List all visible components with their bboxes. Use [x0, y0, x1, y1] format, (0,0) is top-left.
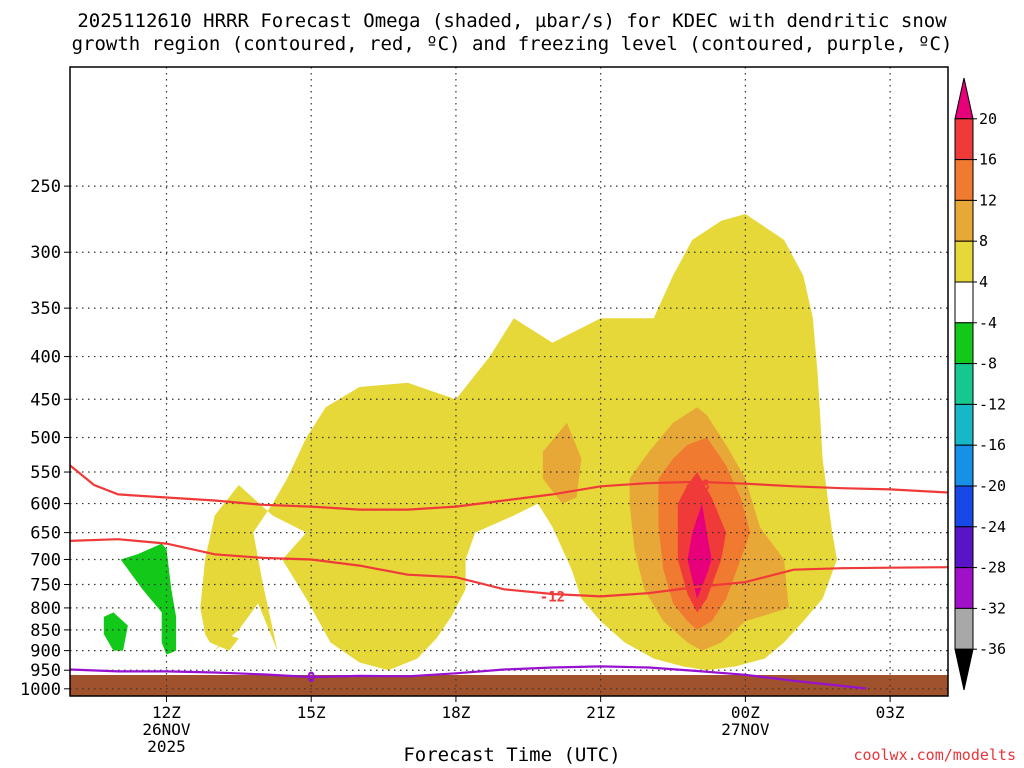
colorbar-swatch	[954, 118, 974, 161]
colorbar-swatch	[954, 485, 974, 528]
colorbar-swatch	[954, 607, 974, 650]
ground-surface	[70, 675, 948, 696]
omega-region-4-to-8	[209, 634, 239, 651]
y-tick-label-300: 300	[30, 243, 61, 263]
y-tick-label-250: 250	[30, 177, 61, 197]
snow-growth-contour-12-label: -12	[540, 589, 565, 605]
colorbar-swatch	[954, 403, 974, 446]
colorbar-swatch	[954, 281, 974, 324]
omega-region-8-to-12	[542, 422, 582, 504]
colorbar-label--20: -20	[979, 477, 1006, 495]
colorbar-label-16: 16	[979, 151, 997, 169]
snow-growth-contour-12-line	[69, 538, 949, 598]
colorbar-top-arrow	[954, 77, 974, 120]
omega-region--8-to-4	[103, 612, 128, 651]
y-tick-label-450: 450	[30, 390, 61, 410]
colorbar-swatch	[954, 526, 974, 569]
freezing-level-contour-label: 0	[307, 670, 315, 686]
colorbar-label--32: -32	[979, 599, 1006, 617]
y-tick-label-600: 600	[30, 495, 61, 515]
colorbar-bottom-arrow	[954, 648, 974, 691]
y-tick-label-900: 900	[30, 642, 61, 662]
y-tick-label-650: 650	[30, 524, 61, 544]
colorbar-swatch	[954, 240, 974, 283]
x-tick-label-03Z: 03Z	[876, 703, 905, 722]
omega-region--8-to-4	[120, 543, 177, 655]
colorbar-label--16: -16	[979, 436, 1006, 454]
y-tick-label-850: 850	[30, 621, 61, 641]
x-tick-label-00Z: 00Z	[731, 703, 760, 722]
pressure-axis: 2503003504004505005506006507007508008509…	[20, 177, 70, 700]
omega-shading	[103, 214, 838, 671]
y-tick-label-500: 500	[30, 428, 61, 448]
colorbar-label-12: 12	[979, 191, 997, 209]
colorbar-label--12: -12	[979, 395, 1006, 413]
y-tick-label-350: 350	[30, 299, 61, 319]
chart-title-line-2: growth region (contoured, red, ºC) and f…	[71, 33, 953, 55]
omega-region--20	[687, 503, 712, 599]
y-tick-label-700: 700	[30, 550, 61, 570]
x-axis-label: Forecast Time (UTC)	[403, 744, 621, 766]
chart-title-line-1: 2025112610 HRRR Forecast Omega (shaded, …	[77, 10, 947, 32]
colorbar-swatch	[954, 444, 974, 487]
x-date-label-26NOV: 26NOV	[142, 720, 191, 739]
colorbar-label--36: -36	[979, 640, 1006, 658]
colorbar-swatch	[954, 159, 974, 201]
x-year-label-2025: 2025	[147, 737, 186, 756]
y-tick-label-950: 950	[30, 661, 61, 681]
freezing-level-contour-line	[69, 665, 867, 690]
snow-growth-contour-18-label: -18	[684, 478, 709, 494]
x-tick-label-21Z: 21Z	[586, 703, 615, 722]
colorbar-swatch	[954, 199, 974, 242]
snow-growth-contour-18-line	[69, 464, 949, 511]
plot-frame	[69, 66, 949, 697]
y-tick-label-750: 750	[30, 576, 61, 596]
colorbar-swatch	[954, 322, 974, 365]
colorbar-label--28: -28	[979, 559, 1006, 577]
x-date-label-27NOV: 27NOV	[721, 720, 770, 739]
colorbar-label-4: 4	[979, 273, 988, 291]
x-tick-label-12Z: 12Z	[152, 703, 181, 722]
x-tick-label-18Z: 18Z	[441, 703, 470, 722]
omega-colorbar: 20 16 12 8 4 -4 -8 -12 -16 -20 -24 -28 -32 -36	[954, 77, 1006, 691]
colorbar-swatch	[954, 363, 974, 405]
temperature-contours: -18 -12 0	[69, 464, 949, 690]
colorbar-swatch	[954, 567, 974, 609]
y-tick-label-400: 400	[30, 348, 61, 368]
pressure-gridlines	[70, 67, 948, 696]
y-tick-label-1000: 1000	[20, 680, 61, 700]
y-tick-label-800: 800	[30, 599, 61, 619]
colorbar-label--8: -8	[979, 355, 997, 373]
colorbar-label--24: -24	[979, 518, 1006, 536]
site-credit: coolwx.com/modelts	[853, 746, 1016, 764]
colorbar-label--4: -4	[979, 314, 997, 332]
colorbar-label-8: 8	[979, 232, 988, 250]
x-tick-label-15Z: 15Z	[297, 703, 326, 722]
colorbar-label-20: 20	[979, 110, 997, 128]
y-tick-label-550: 550	[30, 463, 61, 483]
